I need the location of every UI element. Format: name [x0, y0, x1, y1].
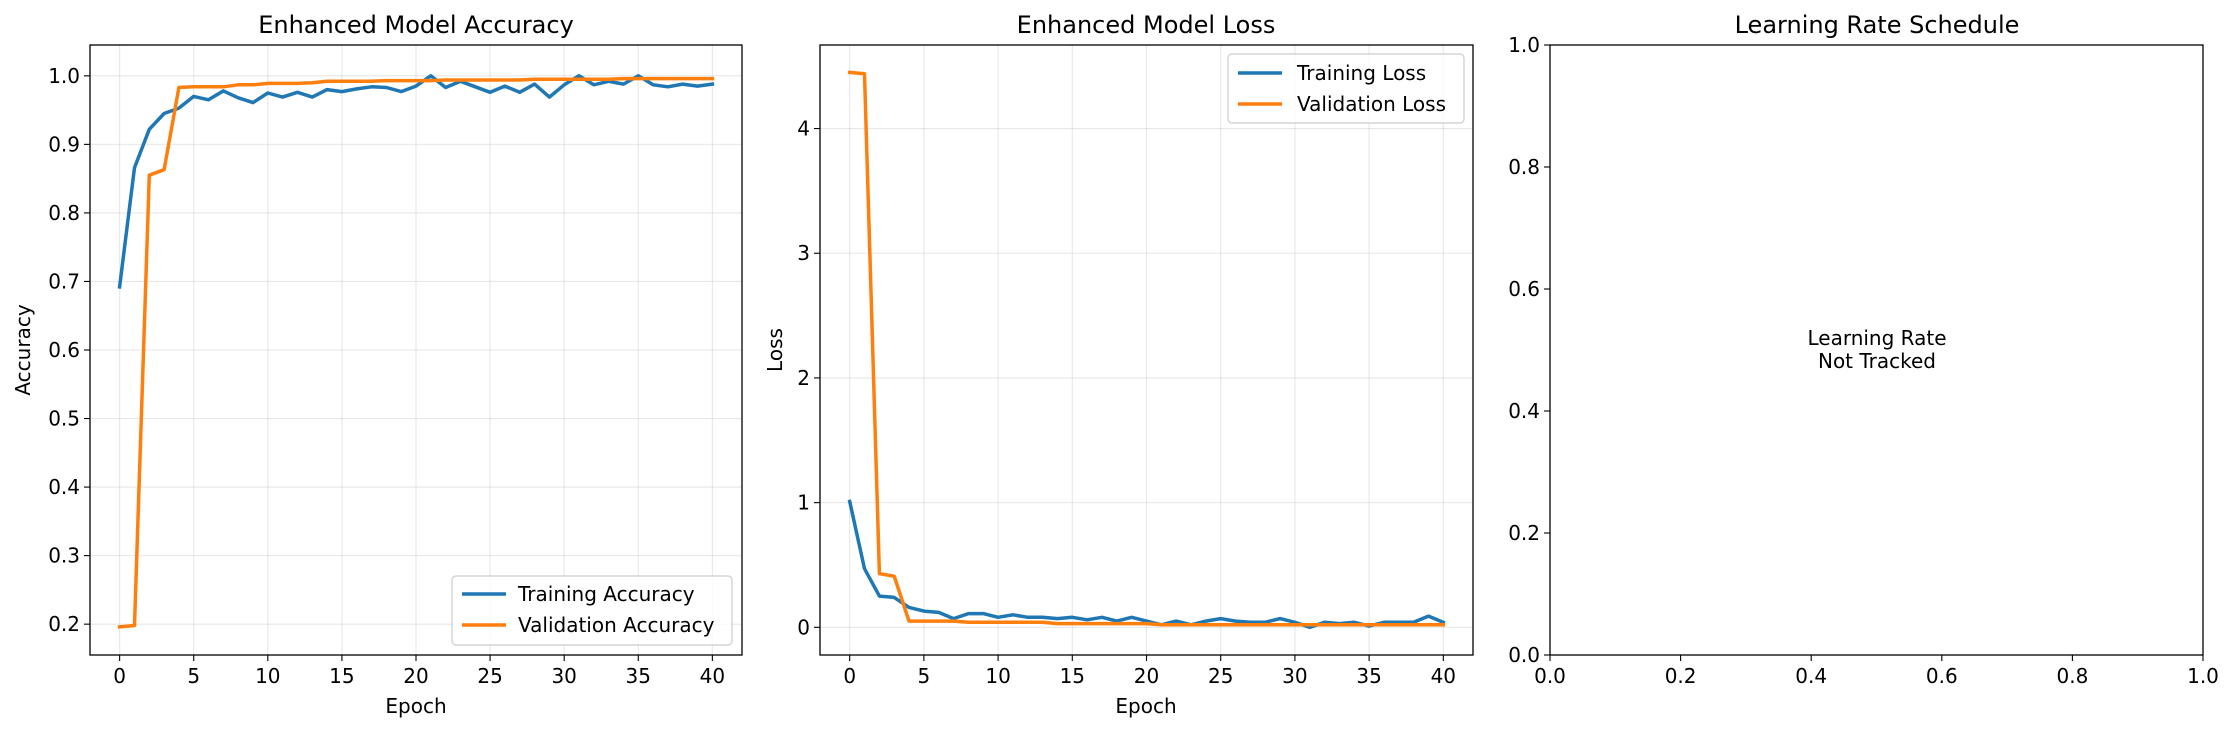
loss-x-tick-label: 10: [985, 664, 1010, 688]
accuracy-x-tick-label: 15: [329, 664, 354, 688]
loss-legend-label-training: Training Loss: [1296, 61, 1426, 85]
loss-x-tick-label: 25: [1208, 664, 1233, 688]
loss-x-ticks: 0 5 10 15 20 25 30 35 40: [843, 655, 1456, 688]
loss-title: Enhanced Model Loss: [1017, 11, 1276, 39]
lr-x-tick-label: 0.4: [1795, 664, 1827, 688]
loss-y-tick-label: 4: [797, 117, 810, 141]
accuracy-y-tick-label: 0.5: [48, 407, 80, 431]
loss-x-tick-label: 5: [918, 664, 931, 688]
lr-y-tick-label: 0.2: [1508, 521, 1540, 545]
accuracy-legend-label-training: Training Accuracy: [517, 582, 695, 606]
accuracy-x-tick-label: 0: [113, 664, 126, 688]
accuracy-x-ticks: 0 5 10 15 20 25 30 35 40: [113, 655, 725, 688]
lr-x-tick-label: 1.0: [2187, 664, 2219, 688]
loss-x-tick-label: 35: [1356, 664, 1381, 688]
accuracy-y-tick-label: 0.4: [48, 475, 80, 499]
accuracy-x-tick-label: 35: [626, 664, 651, 688]
lr-note-line1: Learning Rate: [1807, 326, 1946, 350]
lr-plot-frame: [1549, 44, 2204, 656]
accuracy-y-tick-label: 0.6: [48, 338, 80, 362]
lr-y-tick-label: 0.8: [1508, 155, 1540, 179]
lr-y-tick-label: 0.0: [1508, 643, 1540, 667]
loss-grid: [820, 45, 1473, 655]
accuracy-legend-box: [451, 575, 733, 646]
accuracy-ylabel: Accuracy: [11, 304, 35, 395]
loss-y-tick-label: 3: [797, 241, 810, 265]
lr-x-tick-label: 0.8: [2056, 664, 2088, 688]
loss-x-tick-label: 15: [1060, 664, 1085, 688]
accuracy-y-tick-label: 1.0: [48, 64, 80, 88]
loss-y-tick-label: 1: [797, 491, 810, 515]
accuracy-y-ticks: 0.2 0.3 0.4 0.5 0.6 0.7 0.8 0.9 1.0: [48, 64, 90, 636]
accuracy-legend-label-validation: Validation Accuracy: [518, 613, 715, 637]
lr-x-tick-label: 0.0: [1534, 664, 1566, 688]
lr-y-tick-label: 0.4: [1508, 399, 1540, 423]
lr-x-ticks: 0.0 0.2 0.4 0.6 0.8 1.0: [1534, 655, 2219, 688]
loss-legend-label-validation: Validation Loss: [1297, 92, 1446, 116]
accuracy-series-validation-line: [117, 76, 715, 629]
accuracy-y-tick-label: 0.8: [48, 201, 80, 225]
accuracy-y-tick-label: 0.9: [48, 132, 80, 156]
loss-y-tick-label: 2: [797, 366, 810, 390]
accuracy-x-tick-label: 30: [551, 664, 576, 688]
loss-x-tick-label: 40: [1431, 664, 1456, 688]
loss-series-validation-line: [847, 70, 1446, 627]
accuracy-y-tick-label: 0.2: [48, 612, 80, 636]
accuracy-grid: [90, 45, 742, 655]
loss-y-tick-label: 0: [797, 615, 810, 639]
lr-title: Learning Rate Schedule: [1735, 11, 2020, 39]
accuracy-lines: [117, 74, 715, 629]
loss-x-tick-label: 0: [843, 664, 856, 688]
accuracy-x-tick-label: 25: [477, 664, 502, 688]
loss-panel: Enhanced Model Loss 0 5 10 15 20 25 30 35 40 0 1 2…: [763, 11, 1474, 718]
accuracy-x-tick-label: 5: [187, 664, 200, 688]
loss-lines: [847, 70, 1446, 630]
loss-legend-box: [1227, 53, 1465, 124]
accuracy-panel: Enhanced Model Accuracy 0 5 10 15 20 25 30 35 40…: [11, 11, 743, 718]
accuracy-y-tick-label: 0.3: [48, 544, 80, 568]
lr-x-tick-label: 0.2: [1665, 664, 1697, 688]
accuracy-x-tick-label: 20: [403, 664, 428, 688]
accuracy-x-tick-label: 40: [700, 664, 725, 688]
loss-legend: Training Loss Validation Loss: [1227, 53, 1465, 124]
loss-xlabel: Epoch: [1115, 694, 1176, 718]
accuracy-y-tick-label: 0.7: [48, 269, 80, 293]
lr-y-ticks: 0.0 0.2 0.4 0.6 0.8 1.0: [1508, 33, 1550, 667]
lr-x-tick-label: 0.6: [1926, 664, 1958, 688]
lr-y-tick-label: 1.0: [1508, 33, 1540, 57]
lr-note-line2: Not Tracked: [1818, 349, 1936, 373]
loss-ylabel: Loss: [763, 328, 787, 372]
accuracy-legend: Training Accuracy Validation Accuracy: [451, 575, 733, 646]
accuracy-title: Enhanced Model Accuracy: [258, 11, 574, 39]
accuracy-xlabel: Epoch: [385, 694, 446, 718]
lr-y-tick-label: 0.6: [1508, 277, 1540, 301]
accuracy-series-training-line: [117, 74, 715, 289]
loss-x-tick-label: 20: [1134, 664, 1159, 688]
lr-panel: Learning Rate Schedule 0.0 0.2 0.4 0.6 0.8 1.…: [1508, 11, 2219, 688]
loss-x-tick-label: 30: [1282, 664, 1307, 688]
loss-y-ticks: 0 1 2 3 4: [797, 117, 820, 639]
accuracy-x-tick-label: 10: [255, 664, 280, 688]
